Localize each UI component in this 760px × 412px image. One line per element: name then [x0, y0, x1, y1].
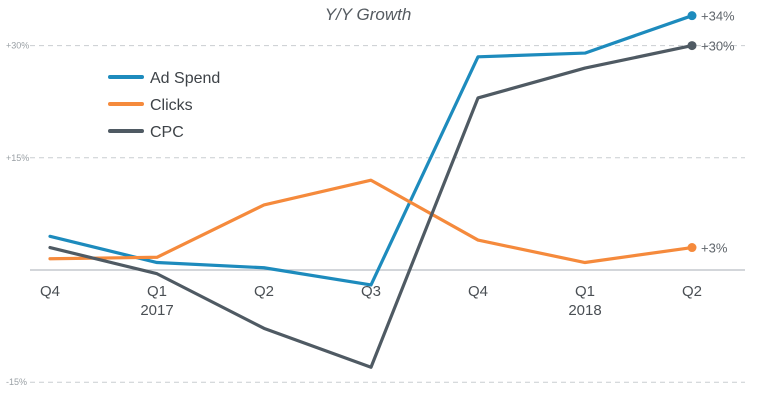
x-tick-label: Q1	[575, 283, 595, 300]
x-tick-label: Q1	[147, 283, 167, 300]
end-label-cpc: +30%	[701, 39, 735, 54]
legend: Ad Spend Clicks CPC	[108, 70, 220, 141]
x-tick-label: Q2	[682, 283, 702, 300]
end-label-clicks: +3%	[701, 241, 728, 256]
legend-label: Clicks	[150, 97, 193, 114]
x-year-label: 2017	[140, 302, 173, 319]
series-line-ad-spend	[48, 14, 694, 287]
x-tick-label: Q4	[40, 283, 60, 300]
x-tick-label: Q2	[254, 283, 274, 300]
x-tick-label: Q3	[361, 283, 381, 300]
x-year-label: 2018	[568, 302, 601, 319]
end-point-ad-spend	[687, 11, 697, 21]
series-lines: +34% +3% +30%	[48, 9, 735, 369]
end-label-ad-spend: +34%	[701, 9, 735, 24]
series-line-cpc	[48, 43, 694, 369]
end-point-clicks	[687, 243, 697, 253]
chart-title: Y/Y Growth	[325, 5, 412, 24]
y-tick-label: +30%	[6, 41, 29, 51]
legend-label: CPC	[150, 124, 184, 141]
y-tick-label: -15%	[6, 377, 27, 387]
x-tick-label: Q4	[468, 283, 488, 300]
gridlines: +30% +15% -15%	[6, 41, 745, 387]
x-axis: Q4 Q1 2017 Q2 Q3 Q4 Q1 2018 Q2	[40, 283, 702, 319]
end-point-cpc	[687, 41, 697, 51]
series-line-clicks	[48, 178, 694, 265]
legend-label: Ad Spend	[150, 70, 220, 87]
y-tick-label: +15%	[6, 153, 29, 163]
